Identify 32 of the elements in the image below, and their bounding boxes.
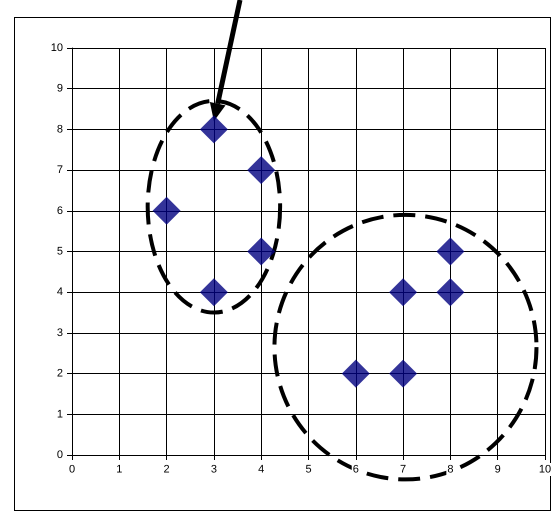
point	[342, 360, 370, 388]
y-tick-label: 5	[56, 246, 63, 258]
y-tick-label: 9	[56, 82, 63, 95]
point	[247, 238, 276, 266]
x-tick-label: 6	[352, 464, 359, 476]
x-tick-label: 8	[447, 464, 454, 476]
y-tick-label: 6	[56, 204, 63, 217]
y-tick-label: 7	[56, 164, 63, 176]
point	[200, 115, 228, 144]
point	[200, 278, 228, 306]
x-tick-label: 10	[538, 464, 552, 476]
y-tick-label: 4	[56, 286, 63, 298]
point	[247, 156, 276, 184]
x-tick-label: 1	[116, 464, 122, 476]
x-tick-label: 7	[400, 464, 406, 476]
x-tick-label: 0	[68, 464, 76, 476]
y-tick-label: 8	[56, 123, 63, 136]
x-tick-label: 2	[164, 464, 170, 476]
point	[436, 278, 464, 306]
x-tick-label: 4	[258, 464, 264, 476]
x-tick-label: 5	[305, 464, 312, 476]
point	[436, 238, 464, 266]
point	[152, 196, 181, 225]
y-tick-label: 3	[56, 326, 63, 339]
x-tick-label: 9	[494, 464, 501, 476]
x-tick-label: 3	[210, 464, 217, 476]
point	[389, 278, 418, 306]
y-tick-label: 10	[50, 42, 63, 54]
y-tick-label: 1	[56, 408, 63, 420]
y-tick-label: 0	[56, 449, 63, 461]
point	[389, 360, 418, 388]
y-tick-label: 2	[56, 368, 63, 380]
